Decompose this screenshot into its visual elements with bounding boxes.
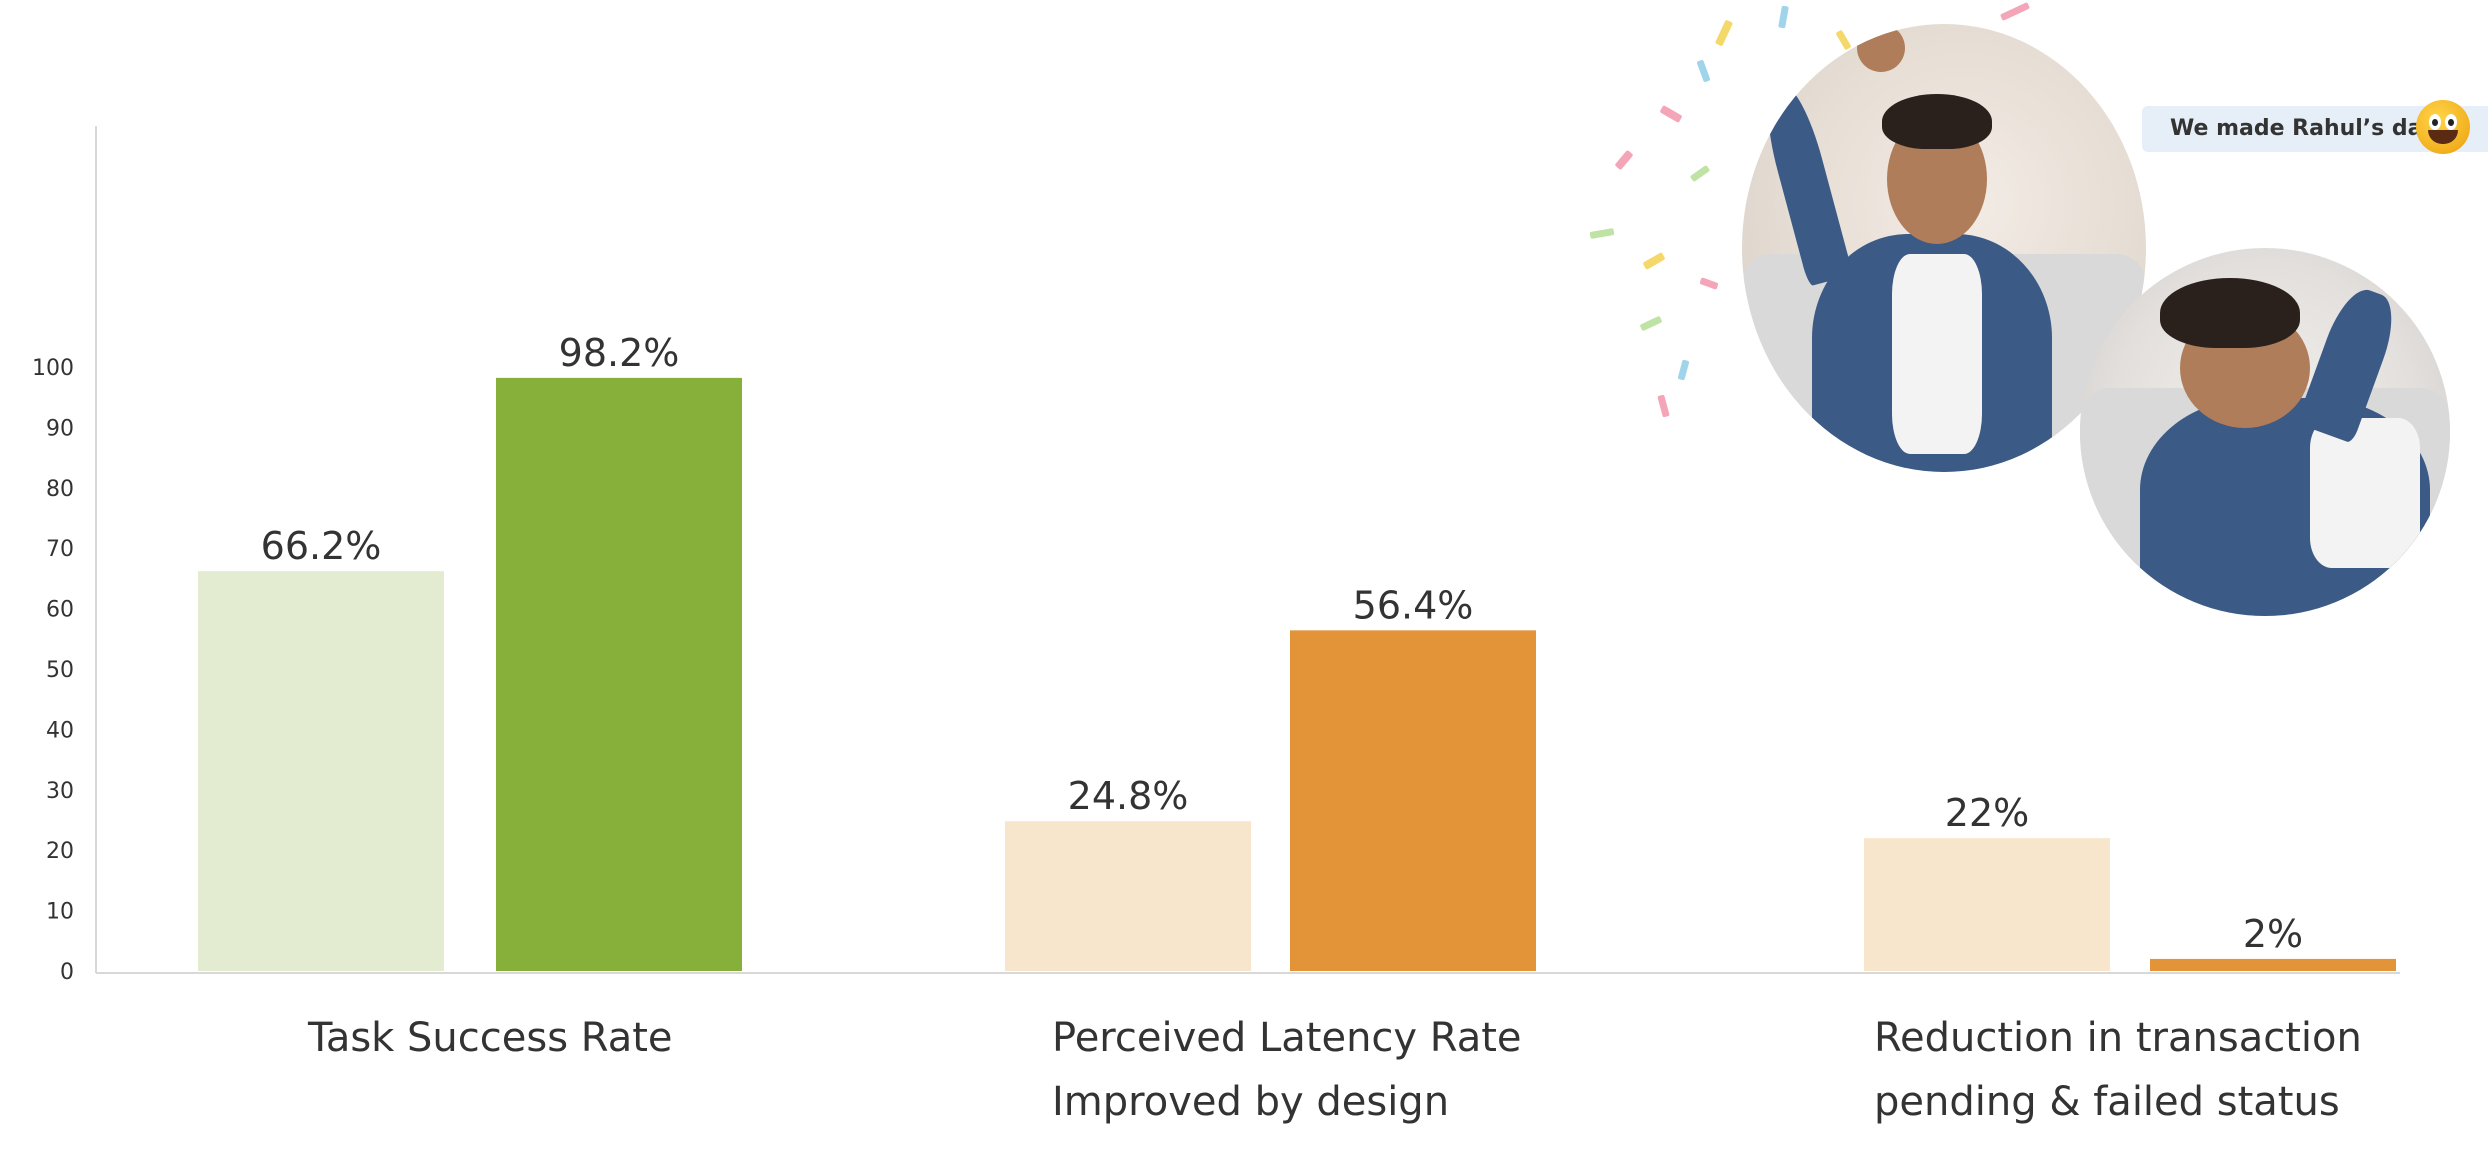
hair	[1882, 94, 1992, 149]
y-tick-label: 80	[46, 477, 74, 502]
y-tick-label: 100	[32, 356, 74, 381]
category-label-perceived-latency: Perceived Latency Rate Improved by desig…	[1052, 1006, 1522, 1134]
y-tick-label: 0	[60, 960, 74, 985]
bar-value-label: 22%	[1945, 791, 2029, 835]
bar	[1290, 630, 1536, 971]
bar	[496, 377, 742, 971]
y-tick-label: 60	[46, 598, 74, 623]
y-tick-labels: 0 10 20 30 40 50 60 70 80 90 100	[32, 356, 74, 985]
value-labels: 66.2% 24.8% 22% 98.2% 56.4% 2%	[261, 331, 2304, 956]
bar	[2150, 958, 2396, 971]
y-tick-label: 90	[46, 416, 74, 441]
emoji-mouth	[2428, 130, 2458, 144]
grinning-face-emoji-icon	[2416, 100, 2470, 154]
category-label-task-success: Task Success Rate	[308, 1006, 673, 1070]
y-tick-label: 50	[46, 658, 74, 683]
y-tick-label: 20	[46, 839, 74, 864]
bar-value-label: 66.2%	[261, 524, 382, 568]
category-label-line: Perceived Latency Rate	[1052, 1015, 1522, 1061]
category-label-line: Reduction in transaction	[1874, 1015, 2362, 1061]
bar-value-label: 24.8%	[1068, 774, 1189, 818]
white-tshirt	[2310, 418, 2420, 568]
fist	[1857, 24, 1905, 72]
emoji-eye	[2429, 114, 2441, 130]
category-label-line: Task Success Rate	[308, 1015, 673, 1061]
white-tshirt	[1892, 254, 1982, 454]
bar-value-label: 2%	[2243, 912, 2303, 956]
category-label-line: Improved by design	[1052, 1079, 1450, 1125]
emoji-eye	[2445, 114, 2457, 130]
celebrating-man-photo	[1742, 24, 2146, 472]
category-label-line: pending & failed status	[1874, 1079, 2340, 1125]
bar-value-label: 56.4%	[1353, 583, 1474, 627]
y-tick-label: 70	[46, 537, 74, 562]
bar	[1005, 821, 1251, 971]
y-tick-label: 40	[46, 718, 74, 743]
axes	[95, 126, 2400, 974]
hair	[2160, 278, 2300, 348]
bar	[198, 571, 444, 971]
y-tick-label: 30	[46, 779, 74, 804]
bar	[1864, 838, 2110, 971]
bars	[198, 377, 2396, 971]
bar-value-label: 98.2%	[559, 331, 680, 375]
category-label-transaction-reduction: Reduction in transaction pending & faile…	[1874, 1006, 2362, 1134]
relaxed-man-photo	[2080, 248, 2450, 616]
y-tick-label: 10	[46, 900, 74, 925]
